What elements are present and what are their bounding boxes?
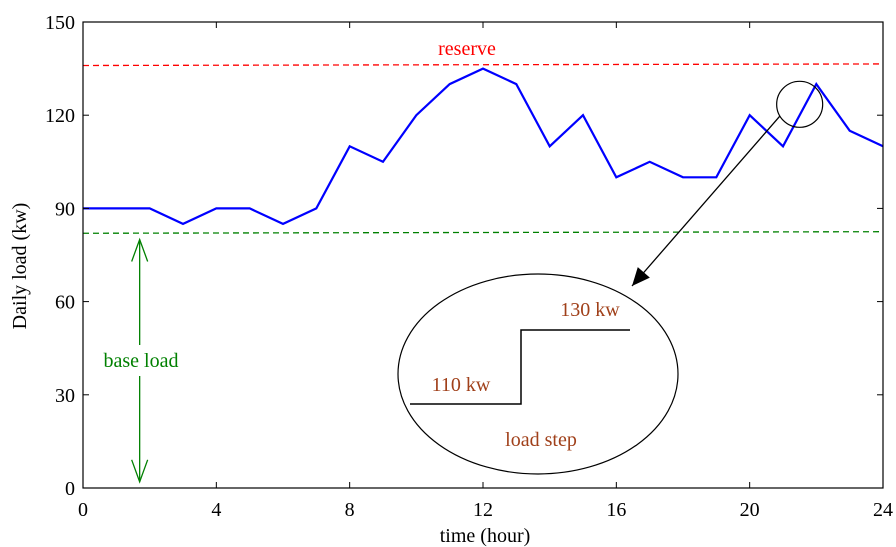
inset-high-label: 130 kw [560, 299, 620, 321]
inset-caption: load step [505, 429, 577, 451]
y-tick-label: 30 [55, 385, 75, 407]
y-tick-label: 120 [45, 105, 75, 127]
y-tick-label: 90 [55, 198, 75, 220]
base-load-line [82, 231, 884, 234]
reserve-line [82, 63, 884, 67]
zoom-circle [776, 80, 824, 128]
x-axis-ticks: 0 4 8 12 16 20 24 [78, 22, 893, 521]
plot-content [82, 63, 884, 484]
inset-low-label: 110 kw [432, 374, 491, 396]
x-tick-label: 16 [606, 499, 626, 521]
x-tick-label: 0 [78, 499, 88, 521]
y-axis-ticks: 0 30 60 90 120 150 [45, 12, 883, 500]
arrowhead-up [131, 237, 149, 262]
y-tick-label: 60 [55, 292, 75, 314]
plot-frame [82, 21, 884, 489]
base-load-label: base load [104, 350, 179, 372]
inset-step-line [410, 329, 630, 405]
x-tick-label: 12 [473, 499, 493, 521]
inset-ellipse [397, 273, 679, 475]
x-tick-label: 20 [740, 499, 760, 521]
reserve-label: reserve [438, 38, 496, 60]
load-step-inset: 130 kw 110 kw load step [397, 273, 679, 475]
y-axis-label: Daily load (kw) [9, 203, 31, 330]
y-tick-label: 150 [45, 12, 75, 34]
zoom-arrow-line [631, 115, 781, 287]
y-tick-label: 0 [65, 478, 75, 500]
zoom-arrowhead [632, 267, 650, 286]
x-tick-label: 4 [211, 499, 221, 521]
x-tick-label: 24 [873, 499, 893, 521]
series-line-0 [83, 67, 884, 226]
x-tick-label: 8 [345, 499, 355, 521]
x-axis-label: time (hour) [440, 525, 531, 547]
arrowhead-down [131, 459, 149, 484]
